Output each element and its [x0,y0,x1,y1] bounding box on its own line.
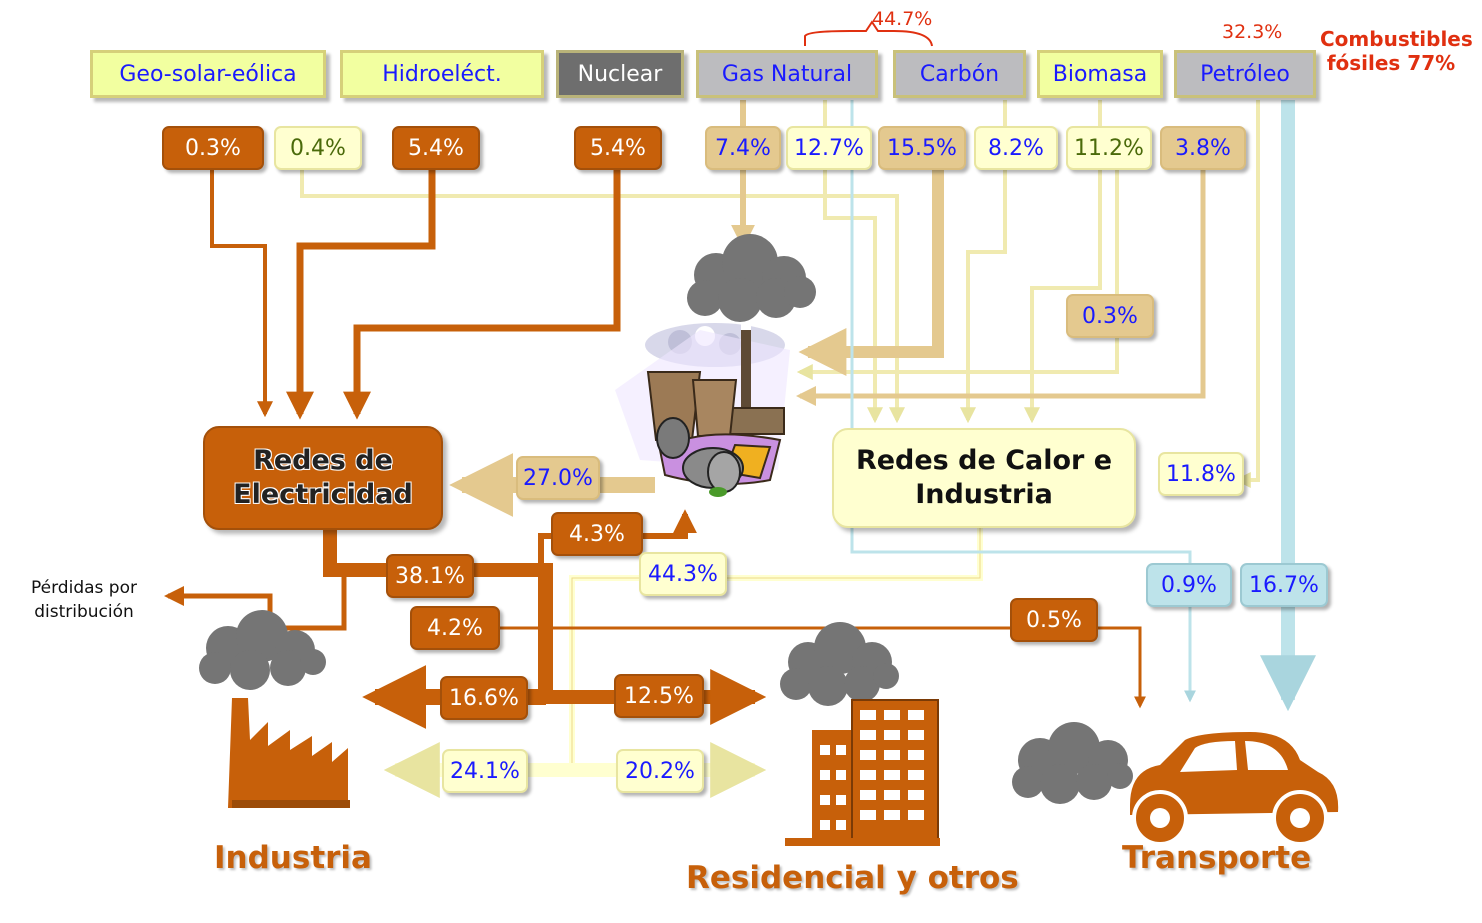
flow-label-plant-elec: 27.0% [516,456,600,500]
petroleo-share: 32.3% [1222,21,1283,43]
gas-carbon-share: 44.7% [872,8,933,30]
flow-label-elec-out: 38.1% [386,554,474,598]
flow-geo-to-elec [210,170,273,418]
heat-industry-network: Redes de Calor e Industria [832,428,1136,528]
flow-label-losses: 4.2% [410,606,500,650]
source-geo-solar-eolica: Geo-solar-eólica [90,50,326,98]
transport-cloud-icon [1012,722,1133,804]
flow-label-heat-industry: 24.1% [442,749,528,793]
source-hidroelectrica: Hidroeléct. [340,50,544,98]
flow-label-heat-residential: 20.2% [616,749,704,793]
sector-transport: Transporte [1122,840,1312,876]
flow-petroleo-to-heat [1234,100,1260,488]
flow-hidro-to-elec [286,170,436,420]
flow-label-biomasa-plant: 0.3% [1066,294,1154,338]
flow-label-gas-plant: 7.4% [705,126,781,170]
electricity-network: Redes de Electricidad [203,426,443,530]
flow-label-elec-transport: 0.5% [1010,598,1098,642]
sector-residential: Residencial y otros [686,860,1019,896]
flow-petroleo-to-plant [796,170,1206,406]
source-gas-natural: Gas Natural [696,50,878,98]
fossil-share-brace [804,20,933,47]
flow-label-gas-heat: 12.7% [786,126,872,170]
source-nuclear: Nuclear [556,50,684,98]
flow-label-elec-to-plant: 4.3% [551,512,643,556]
flow-label-geo-elec: 0.3% [162,126,264,170]
flow-label-gas-transport: 0.9% [1146,563,1232,607]
flow-biomasa-to-plant [796,170,1119,380]
flow-geo-to-heat [300,170,905,424]
flow-label-nuclear-elec: 5.4% [574,126,662,170]
flow-carbon-to-heat [960,100,1007,424]
flow-label-hidro-elec: 5.4% [392,126,480,170]
car-icon [1130,732,1339,846]
flow-label-biomasa-heat: 11.2% [1066,126,1152,170]
flow-label-petroleo-plant: 3.8% [1160,126,1246,170]
flow-label-geo-heat: 0.4% [274,126,362,170]
flow-label-heat-out: 44.3% [639,552,727,596]
building-icon [785,699,940,846]
flow-label-elec-industry: 16.6% [440,676,528,720]
flow-label-carbon-plant: 15.5% [878,126,966,170]
flow-label-petroleo-transport: 16.7% [1240,563,1328,607]
flow-label-elec-residential: 12.5% [614,674,704,718]
industry-cloud-icon [199,610,326,690]
losses-label: Pérdidas por distribución [31,578,137,622]
flow-biomasa-to-heat [1024,100,1102,424]
fossil-fuel-share: Combustibles fósiles 77% [1320,27,1473,75]
flow-nuclear-to-elec [343,170,621,420]
residential-cloud-icon [780,622,899,706]
sector-industry: Industria [214,840,372,876]
source-carbon: Carbón [893,50,1026,98]
flow-label-carbon-heat: 8.2% [974,126,1058,170]
plant-cloud-icon [687,234,816,322]
factory-icon [228,698,350,808]
power-plant-icon [615,322,790,497]
source-petroleo: Petróleo [1174,50,1316,98]
flow-elec-to-transport [480,626,1146,709]
flow-label-petroleo-heat: 11.8% [1158,452,1244,496]
flow-gas-to-transport [850,100,1196,703]
source-biomasa: Biomasa [1037,50,1163,98]
